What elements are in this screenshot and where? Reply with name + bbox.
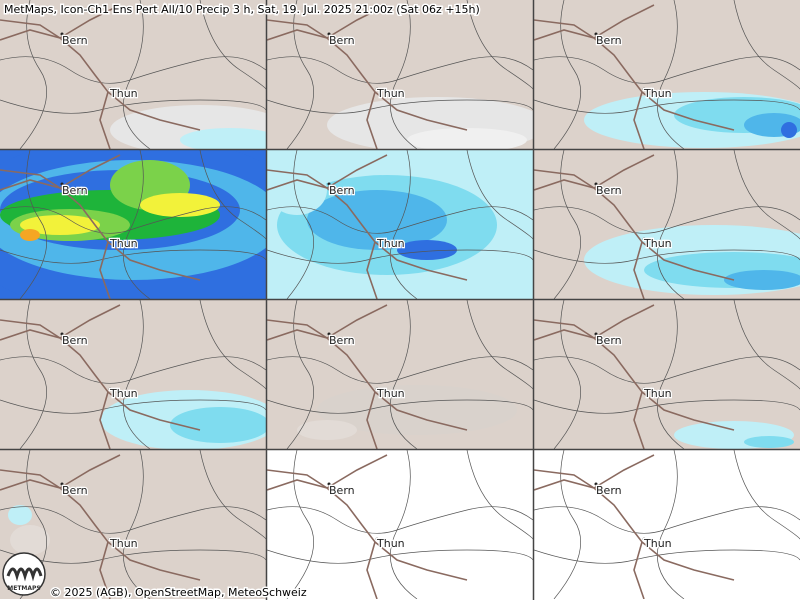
map-panel: Bern Thun [267, 450, 533, 599]
city-label: Bern [329, 334, 355, 347]
city-label: Bern [329, 184, 355, 197]
city-label: Thun [643, 237, 672, 250]
city-label: Thun [376, 537, 405, 550]
logo: METMAPS [2, 552, 46, 596]
city-label: Bern [62, 34, 88, 47]
map-panel: Bern Thun [534, 0, 800, 149]
city-label: Bern [596, 184, 622, 197]
city-label: Bern [596, 334, 622, 347]
city-label: Thun [643, 387, 672, 400]
city-label: Thun [643, 87, 672, 100]
city-label: Thun [376, 87, 405, 100]
city-label: Thun [109, 537, 138, 550]
city-label: Bern [62, 184, 88, 197]
map-panel: Bern Thun [534, 450, 800, 599]
city-label: Thun [109, 237, 138, 250]
city-label: Bern [329, 34, 355, 47]
map-panel: Bern Thun [267, 150, 533, 299]
map-panel: Bern Thun [534, 300, 800, 449]
city-label: Bern [596, 484, 622, 497]
city-label: Bern [62, 334, 88, 347]
map-panel: Bern Thun [0, 150, 266, 299]
credit: © 2025 (AGB), OpenStreetMap, MeteoSchwei… [50, 586, 307, 599]
map-panel: Bern Thun [534, 150, 800, 299]
city-label: Thun [643, 537, 672, 550]
logo-text: METMAPS [7, 585, 41, 592]
city-label: Bern [329, 484, 355, 497]
map-panel: Bern Thun [0, 300, 266, 449]
city-label: Bern [62, 484, 88, 497]
city-label: Thun [109, 87, 138, 100]
city-label: Thun [109, 387, 138, 400]
map-panel: Bern Thun [267, 300, 533, 449]
city-label: Thun [376, 387, 405, 400]
map-panel: Bern Thun [267, 0, 533, 149]
city-label: Thun [376, 237, 405, 250]
map-panel: Bern Thun [0, 0, 266, 149]
city-label: Bern [596, 34, 622, 47]
map-title: MetMaps, Icon-Ch1 Ens Pert All/10 Precip… [4, 3, 480, 16]
